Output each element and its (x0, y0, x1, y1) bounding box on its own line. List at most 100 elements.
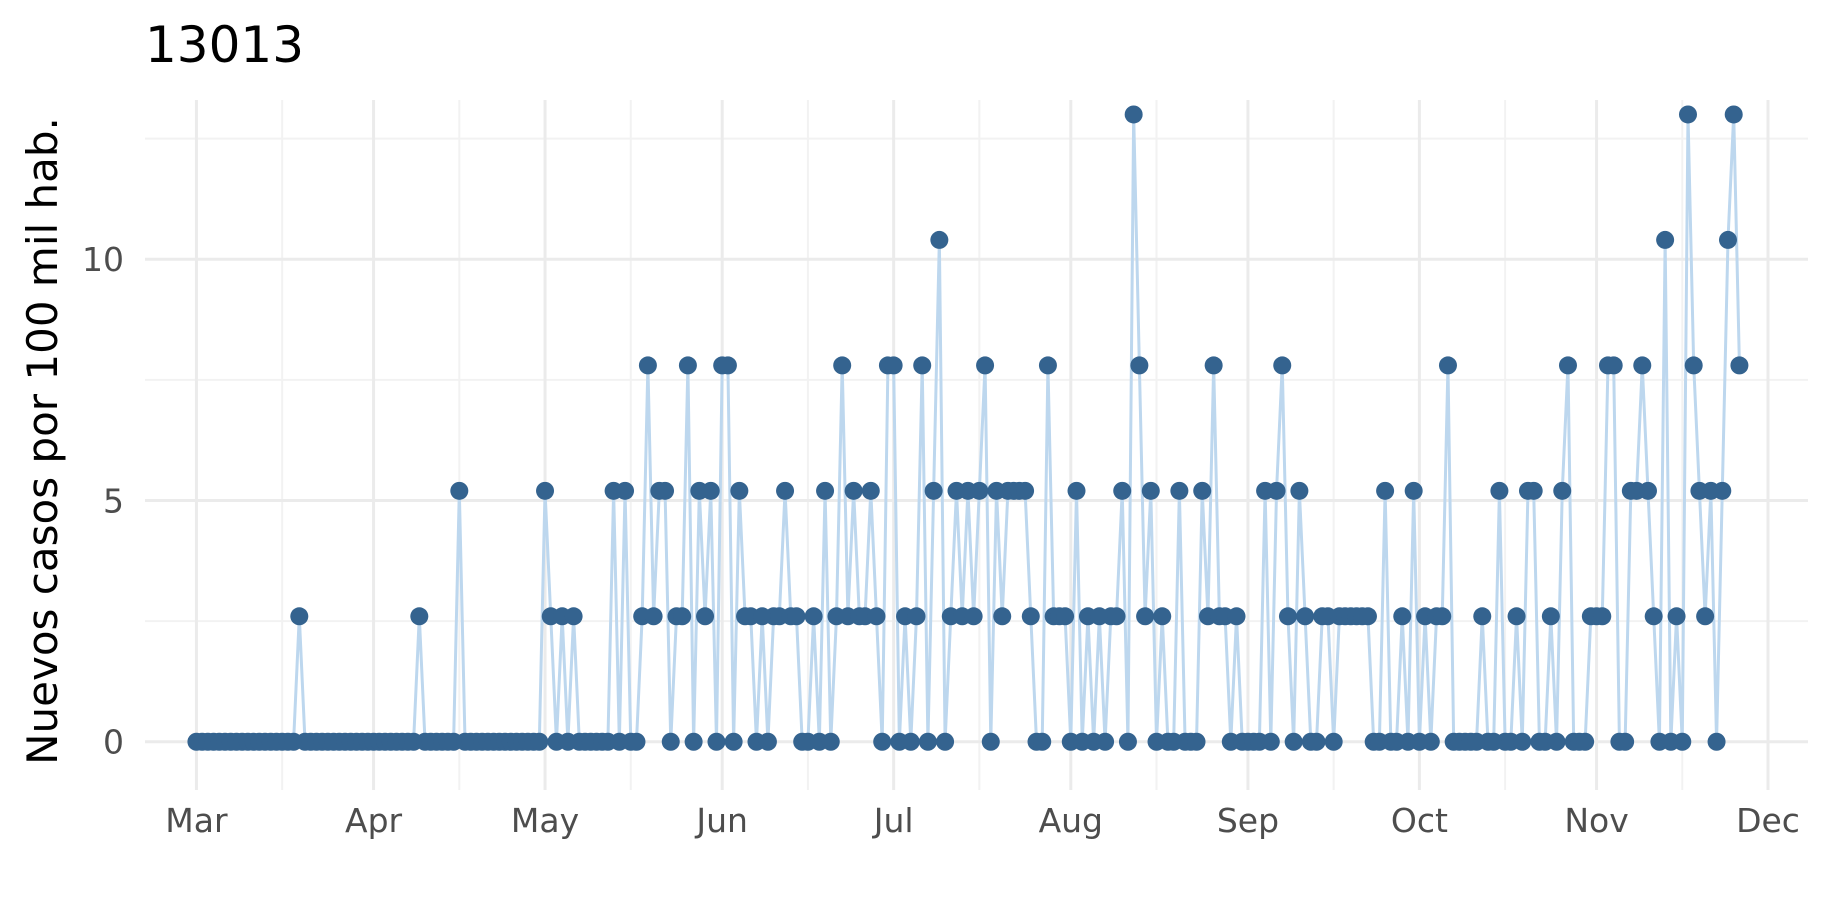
data-point (1638, 481, 1657, 500)
data-point (964, 607, 983, 626)
x-tick-label: Sep (1217, 801, 1279, 840)
data-point (873, 732, 892, 751)
data-point (730, 481, 749, 500)
data-point (901, 732, 920, 751)
x-tick-label: Nov (1564, 801, 1628, 840)
data-point (1524, 481, 1543, 500)
data-point (1296, 607, 1315, 626)
data-point (684, 732, 703, 751)
data-point (821, 732, 840, 751)
x-tick-label: Apr (345, 801, 403, 840)
data-point (1667, 607, 1686, 626)
data-point (1376, 481, 1395, 500)
data-point (936, 732, 955, 751)
data-point (1278, 607, 1297, 626)
data-point (627, 732, 646, 751)
data-point (1656, 230, 1675, 249)
data-point (1707, 732, 1726, 751)
data-point (1227, 607, 1246, 626)
data-point (1153, 607, 1172, 626)
data-point (1593, 607, 1612, 626)
data-point (1404, 481, 1423, 500)
data-point (1067, 481, 1086, 500)
data-point (1576, 732, 1595, 751)
data-point (673, 607, 692, 626)
data-point (1358, 607, 1377, 626)
data-point (1553, 481, 1572, 500)
data-point (930, 230, 949, 249)
data-point (1433, 607, 1452, 626)
data-point (1513, 732, 1532, 751)
data-point (1678, 105, 1697, 124)
data-point (907, 607, 926, 626)
data-point (1558, 356, 1577, 375)
data-point (1718, 230, 1737, 249)
data-point (1170, 481, 1189, 500)
data-point (861, 481, 880, 500)
data-point (1684, 356, 1703, 375)
data-point (1113, 481, 1132, 500)
data-point (867, 607, 886, 626)
x-tick-label: Jun (694, 801, 748, 840)
x-tick-label: Dec (1736, 801, 1800, 840)
data-point (1324, 732, 1343, 751)
data-point (701, 481, 720, 500)
data-point (661, 732, 680, 751)
data-point (1724, 105, 1743, 124)
data-point (833, 356, 852, 375)
data-point (776, 481, 795, 500)
data-point (290, 607, 309, 626)
data-point (1136, 607, 1155, 626)
data-point (924, 481, 943, 500)
data-point (884, 356, 903, 375)
data-point (1604, 356, 1623, 375)
data-point (1141, 481, 1160, 500)
data-point (530, 732, 549, 751)
data-point (1130, 356, 1149, 375)
data-point (656, 481, 675, 500)
y-tick-label: 5 (103, 481, 124, 520)
data-point (1507, 607, 1526, 626)
y-axis-tick-labels: 0 5 10 (82, 240, 124, 762)
data-point (1438, 356, 1457, 375)
data-point (1421, 732, 1440, 751)
data-point (1547, 732, 1566, 751)
data-point (981, 732, 1000, 751)
data-point (1290, 481, 1309, 500)
data-point (616, 481, 635, 500)
data-point (1118, 732, 1137, 751)
data-point (1193, 481, 1212, 500)
data-point (1038, 356, 1057, 375)
data-point (1187, 732, 1206, 751)
data-point (816, 481, 835, 500)
data-point (1730, 356, 1749, 375)
data-point (976, 356, 995, 375)
x-tick-label: Jul (872, 801, 914, 840)
data-point (1644, 607, 1663, 626)
chart-title: 13013 (145, 16, 304, 74)
data-point (707, 732, 726, 751)
data-point (1273, 356, 1292, 375)
data-point (644, 607, 663, 626)
data-point (536, 481, 555, 500)
data-point (1284, 732, 1303, 751)
line-layer (196, 112, 1741, 744)
series-line (196, 112, 1741, 744)
data-point (678, 356, 697, 375)
data-point (787, 607, 806, 626)
data-point (696, 607, 715, 626)
data-point (1016, 481, 1035, 500)
x-tick-label: May (511, 801, 579, 840)
data-point (1473, 607, 1492, 626)
data-point (1541, 607, 1560, 626)
data-point (1204, 356, 1223, 375)
data-point (913, 356, 932, 375)
y-tick-label: 0 (103, 723, 124, 762)
data-point (1696, 607, 1715, 626)
x-tick-label: Oct (1391, 801, 1448, 840)
data-point (724, 732, 743, 751)
data-point (993, 607, 1012, 626)
data-point (1616, 732, 1635, 751)
